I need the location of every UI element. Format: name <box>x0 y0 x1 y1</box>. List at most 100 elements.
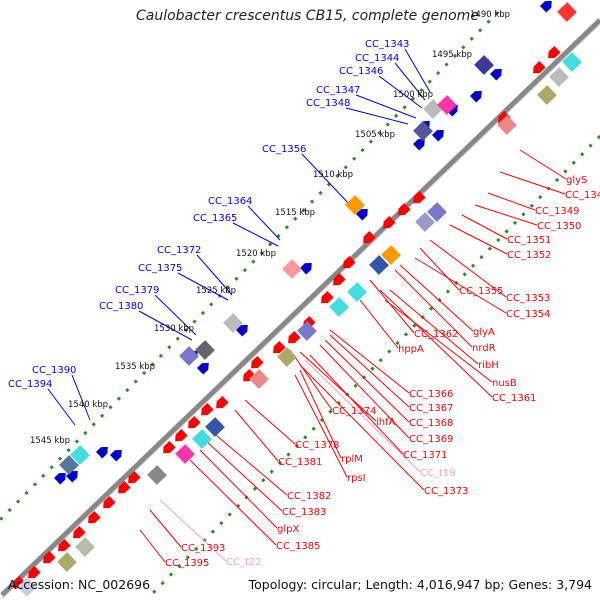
forward-leader-line <box>394 62 426 101</box>
forward-leader-line <box>138 310 193 341</box>
reverse-gene-arrow-shape <box>118 481 131 494</box>
forward-gene-block <box>413 121 433 141</box>
forward-gene-label: CC_1348 <box>306 98 350 109</box>
reverse-leader-line <box>244 399 296 445</box>
forward-gene-arrow-shape <box>470 90 482 103</box>
reverse-gene-label: CC_1366 <box>409 389 453 400</box>
reverse-gene-block <box>427 202 447 222</box>
ruler-tick-label: 1505 kbp <box>355 130 395 140</box>
reverse-gene-arrow-shape <box>548 46 561 59</box>
forward-gene-arrow-shape <box>356 208 368 221</box>
forward-gene-label: CC_1364 <box>208 196 252 207</box>
reverse-leader-line <box>499 171 566 195</box>
reverse-leader-line <box>199 449 278 529</box>
reverse-gene-arrow <box>548 46 561 59</box>
reverse-leader-line <box>304 359 421 473</box>
ruler-tick-label: 1490 kbp <box>470 10 510 20</box>
reverse-gene-labels: glyS CC_1345 CC_1349 CC_1350 CC_1351 CC_1352 C… <box>165 175 600 569</box>
reverse-gene-arrow-shape <box>201 403 214 416</box>
ruler-tick-label: 1540 kbp <box>68 400 108 410</box>
reverse-gene-label: CC_1367 <box>409 403 453 414</box>
forward-gene-arrow-shape <box>540 0 552 13</box>
reverse-leader-line <box>329 329 410 394</box>
forward-gene-label: CC_1394 <box>8 379 52 390</box>
reverse-gene-label: glyS <box>566 175 587 186</box>
reverse-leader-line <box>359 299 399 349</box>
reverse-gene-arrow-shape <box>288 331 301 344</box>
reverse-gene-block <box>277 347 297 367</box>
reverse-gene-label: CC_1395 <box>165 558 209 569</box>
reverse-gene-block <box>205 417 225 437</box>
forward-gene-labels: CC_1343 CC_1344 CC_1346 CC_1347 CC_1348 CC_13… <box>8 39 409 390</box>
label-leader-lines <box>47 48 567 563</box>
reverse-gene-label: glyA <box>473 327 495 338</box>
reverse-gene-label: glpX <box>277 524 299 535</box>
forward-gene-label: CC_1347 <box>316 85 360 96</box>
ruler-forward <box>0 10 500 523</box>
reverse-gene-label: ribH <box>478 360 499 371</box>
reverse-gene-label: CC_1350 <box>537 221 581 232</box>
forward-gene-arrow <box>300 262 312 275</box>
reverse-gene-block <box>75 537 95 557</box>
reverse-leader-line <box>294 374 348 478</box>
forward-gene-block <box>179 346 199 366</box>
forward-leader-line <box>47 388 76 426</box>
reverse-gene-arrow-shape <box>413 191 426 204</box>
forward-gene-arrow <box>490 68 502 81</box>
reverse-gene-arrow-shape <box>343 256 356 269</box>
reverse-gene-arrow-shape <box>103 496 116 509</box>
reverse-leader-line <box>204 439 283 512</box>
forward-gene-label: CC_1344 <box>355 53 399 64</box>
reverse-leader-line <box>289 349 333 411</box>
reverse-leader-line <box>234 409 279 462</box>
reverse-leader-line <box>379 289 493 398</box>
reverse-leader-line <box>487 192 536 211</box>
reverse-gene-arrow <box>216 396 229 409</box>
reverse-leader-line <box>394 269 473 348</box>
forward-leader-line <box>378 75 423 109</box>
reverse-gene-block <box>549 67 569 87</box>
reverse-leader-line <box>474 204 538 226</box>
forward-leader-line <box>232 222 279 247</box>
reverse-gene-label: CC_1383 <box>282 507 326 518</box>
forward-leader-line <box>196 254 233 296</box>
reverse-gene-arrow-shape <box>73 526 86 539</box>
reverse-gene-arrow <box>88 511 101 524</box>
reverse-leader-line <box>149 509 182 548</box>
forward-gene-block <box>423 99 443 119</box>
reverse-leader-line <box>299 364 425 491</box>
reverse-gene-label: CC_t22 <box>226 557 262 568</box>
reverse-gene-arrow <box>128 471 141 484</box>
reverse-leader-line <box>461 214 508 240</box>
reverse-leader-line <box>419 247 460 291</box>
forward-gene-arrow <box>470 90 482 103</box>
reverse-gene-arrow-shape <box>216 396 229 409</box>
reverse-gene-label: CC_1373 <box>424 486 468 497</box>
reverse-gene-block <box>415 212 435 232</box>
genome-summary: Topology: circular; Length: 4,016,947 bp… <box>248 577 592 592</box>
reverse-gene-arrow-shape <box>88 511 101 524</box>
forward-gene-label: CC_1372 <box>157 245 201 256</box>
reverse-gene-arrow <box>533 61 546 74</box>
reverse-gene-label: CC_1349 <box>535 206 579 217</box>
reverse-gene-label: CC_1369 <box>409 434 453 445</box>
reverse-gene-label: CC_1385 <box>276 541 320 552</box>
reverse-gene-label: rpsI <box>347 473 366 484</box>
reverse-gene-arrow <box>43 551 56 564</box>
forward-gene-arrow-shape <box>432 129 444 142</box>
forward-gene-block <box>282 259 302 279</box>
forward-gene-label: CC_1380 <box>99 301 143 312</box>
forward-gene-arrow <box>110 449 122 462</box>
reverse-gene-label: CC_1374 <box>332 406 376 417</box>
reverse-gene-block <box>381 245 401 265</box>
ruler-tick-label: 1500 kbp <box>393 90 433 100</box>
forward-gene-arrow <box>540 0 552 13</box>
reverse-gene-arrow <box>383 216 396 229</box>
forward-leader-line <box>404 48 431 93</box>
reverse-gene-block <box>329 297 349 317</box>
forward-gene-arrow <box>356 208 368 221</box>
reverse-leader-line <box>209 429 288 496</box>
reverse-gene-arrow-shape <box>533 61 546 74</box>
reverse-gene-arrow <box>363 231 376 244</box>
